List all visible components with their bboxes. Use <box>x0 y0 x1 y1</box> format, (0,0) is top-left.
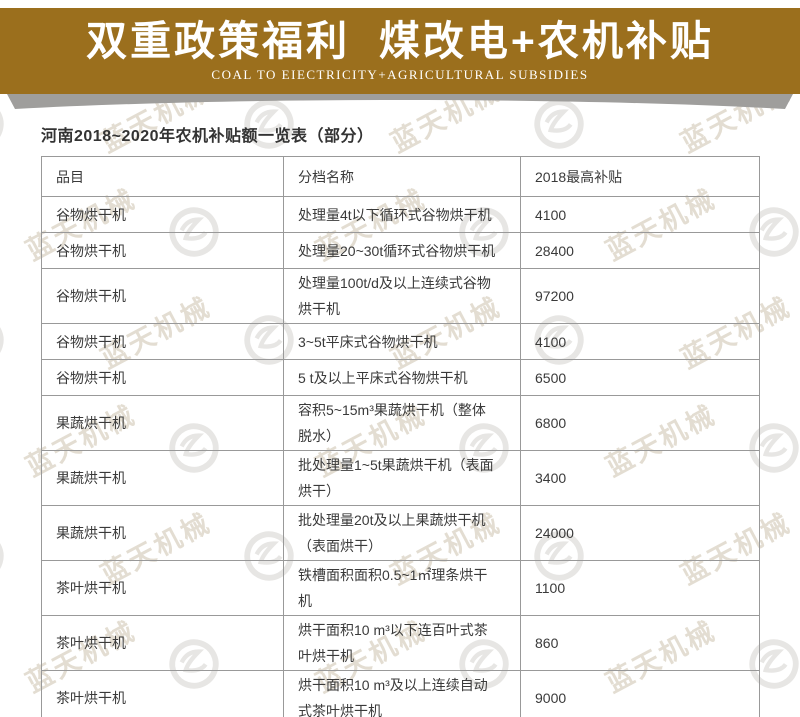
subsidy-cell: 97200 <box>520 268 760 324</box>
tier-name-cell: 批处理量20t及以上果蔬烘干机 （表面烘干） <box>283 505 521 561</box>
tier-name-cell: 3~5t平床式谷物烘干机 <box>283 323 521 360</box>
item-cell: 谷物烘干机 <box>41 268 284 324</box>
header-subsidy-2018: 2018最高补贴 <box>520 156 760 197</box>
subsidy-cell: 6800 <box>520 395 760 451</box>
header-tier-name: 分档名称 <box>283 156 521 197</box>
table-row: 谷物烘干机 3~5t平床式谷物烘干机 4100 <box>41 323 760 360</box>
table-row: 谷物烘干机 处理量100t/d及以上连续式谷物 烘干机 97200 <box>41 268 760 324</box>
table-row: 茶叶烘干机 烘干面积10 m³以下连百叶式茶 叶烘干机 860 <box>41 615 760 671</box>
item-cell: 果蔬烘干机 <box>41 505 284 561</box>
subsidy-cell: 860 <box>520 615 760 671</box>
subsidy-cell: 1100 <box>520 560 760 616</box>
item-cell: 茶叶烘干机 <box>41 615 284 671</box>
tier-name-cell: 处理量4t以下循环式谷物烘干机 <box>283 196 521 233</box>
tier-name-cell: 处理量100t/d及以上连续式谷物 烘干机 <box>283 268 521 324</box>
tier-name-cell: 5 t及以上平床式谷物烘干机 <box>283 359 521 396</box>
tier-name-cell: 容积5~15m³果蔬烘干机（整体 脱水） <box>283 395 521 451</box>
table-header-row: 品目 分档名称 2018最高补贴 <box>41 156 760 197</box>
table-row: 茶叶烘干机 烘干面积10 m³及以上连续自动 式茶叶烘干机 9000 <box>41 670 760 717</box>
tier-name-cell: 批处理量1~5t果蔬烘干机（表面 烘干） <box>283 450 521 506</box>
table-row: 果蔬烘干机 批处理量20t及以上果蔬烘干机 （表面烘干） 24000 <box>41 505 760 561</box>
subsidy-table-section: 河南2018~2020年农机补贴额一览表（部分） 品目 分档名称 2018最高补… <box>41 122 760 717</box>
item-cell: 果蔬烘干机 <box>41 395 284 451</box>
table-row: 谷物烘干机 处理量4t以下循环式谷物烘干机 4100 <box>41 196 760 233</box>
tier-name-cell: 铁槽面积面积0.5~1㎡理条烘干 机 <box>283 560 521 616</box>
table-row: 果蔬烘干机 容积5~15m³果蔬烘干机（整体 脱水） 6800 <box>41 395 760 451</box>
item-cell: 果蔬烘干机 <box>41 450 284 506</box>
item-cell: 茶叶烘干机 <box>41 560 284 616</box>
item-cell: 谷物烘干机 <box>41 359 284 396</box>
banner-subtitle: COAL TO EIECTRICITY+AGRICULTURAL SUBSIDI… <box>211 67 589 83</box>
tier-name-cell: 处理量20~30t循环式谷物烘干机 <box>283 232 521 269</box>
banner-title: 双重政策福利 煤改电+农机补贴 <box>86 17 714 64</box>
table-title: 河南2018~2020年农机补贴额一览表（部分） <box>41 128 374 145</box>
banner-shadow-shape <box>7 94 793 109</box>
promo-banner: 双重政策福利 煤改电+农机补贴 COAL TO EIECTRICITY+AGRI… <box>0 8 800 94</box>
header-item: 品目 <box>41 156 284 197</box>
subsidy-cell: 24000 <box>520 505 760 561</box>
subsidy-cell: 6500 <box>520 359 760 396</box>
subsidy-cell: 4100 <box>520 323 760 360</box>
item-cell: 谷物烘干机 <box>41 196 284 233</box>
table-row: 谷物烘干机 5 t及以上平床式谷物烘干机 6500 <box>41 359 760 396</box>
item-cell: 谷物烘干机 <box>41 323 284 360</box>
item-cell: 谷物烘干机 <box>41 232 284 269</box>
item-cell: 茶叶烘干机 <box>41 670 284 717</box>
watermark-logo-icon <box>0 517 18 595</box>
table-row: 茶叶烘干机 铁槽面积面积0.5~1㎡理条烘干 机 1100 <box>41 560 760 616</box>
tier-name-cell: 烘干面积10 m³及以上连续自动 式茶叶烘干机 <box>283 670 521 717</box>
subsidy-table: 品目 分档名称 2018最高补贴 谷物烘干机 处理量4t以下循环式谷物烘干机 410… <box>41 156 760 717</box>
tier-name-cell: 烘干面积10 m³以下连百叶式茶 叶烘干机 <box>283 615 521 671</box>
table-row: 果蔬烘干机 批处理量1~5t果蔬烘干机（表面 烘干） 3400 <box>41 450 760 506</box>
subsidy-cell: 4100 <box>520 196 760 233</box>
watermark-logo-icon <box>0 301 18 379</box>
subsidy-cell: 28400 <box>520 232 760 269</box>
subsidy-cell: 9000 <box>520 670 760 717</box>
table-row: 谷物烘干机 处理量20~30t循环式谷物烘干机 28400 <box>41 232 760 269</box>
subsidy-cell: 3400 <box>520 450 760 506</box>
